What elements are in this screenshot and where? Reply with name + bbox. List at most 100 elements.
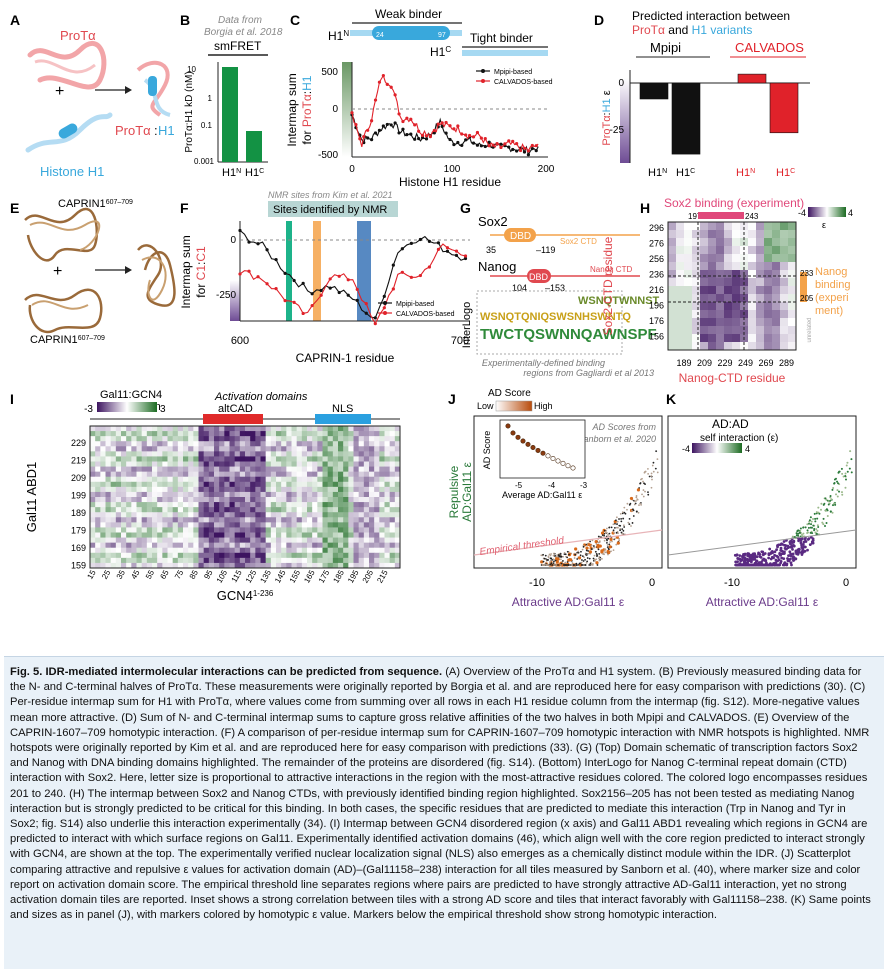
heat-cell	[379, 497, 385, 503]
heat-cell	[327, 517, 334, 523]
heat-cell	[146, 557, 153, 564]
heat-cell	[239, 522, 246, 528]
heat-cell	[348, 532, 354, 538]
heat-cell	[208, 527, 215, 533]
data-point	[479, 136, 483, 140]
heat-cell	[764, 222, 773, 231]
scatter-point	[770, 549, 774, 553]
heat-cell	[307, 497, 313, 503]
heat-cell	[146, 497, 153, 503]
heat-cell	[219, 532, 225, 538]
nanog-start: 104	[512, 283, 527, 293]
heat-cell	[146, 517, 153, 523]
heat-cell	[265, 486, 272, 493]
heat-cell	[724, 326, 733, 335]
heat-cell	[229, 451, 236, 457]
heat-cell	[208, 481, 215, 488]
heat-cell	[234, 542, 241, 549]
heat-cell	[214, 431, 220, 437]
y-tick: 0	[230, 235, 236, 246]
scatter-point	[540, 554, 543, 557]
heat-cell	[676, 294, 685, 303]
heat-cell	[389, 461, 396, 467]
heat-cell	[152, 436, 158, 442]
heat-cell	[332, 451, 339, 457]
heat-cell	[668, 278, 677, 287]
heat-cell	[353, 517, 360, 523]
heat-cell	[193, 502, 199, 508]
scatter-point	[566, 556, 569, 559]
heat-cell	[245, 502, 251, 508]
heat-cell	[327, 436, 334, 442]
heat-cell	[716, 318, 725, 327]
heat-cell	[394, 562, 401, 569]
scatter-point	[798, 531, 801, 534]
heat-cell	[317, 466, 323, 473]
data-point	[436, 122, 440, 126]
scatter-point	[556, 555, 559, 558]
data-point	[381, 124, 385, 128]
heat-cell	[353, 532, 360, 538]
heat-cell	[146, 461, 153, 467]
heat-cell	[100, 476, 106, 483]
heat-cell	[157, 517, 163, 523]
heat-cell	[748, 326, 757, 335]
scatter-point	[811, 539, 815, 542]
data-point	[391, 263, 395, 267]
scatter-point	[780, 556, 784, 560]
scatter-point	[564, 561, 567, 564]
scatter-point	[820, 502, 823, 505]
heat-cell	[162, 547, 168, 554]
heat-cell	[105, 461, 112, 467]
y-axis-label: Sox2-CTD residue	[601, 236, 615, 335]
inset-point	[510, 430, 516, 436]
sox2-dbd	[504, 228, 536, 242]
heat-cell	[157, 471, 163, 478]
heat-cell	[90, 461, 96, 467]
data-point	[238, 228, 242, 233]
heat-cell	[748, 254, 757, 263]
heat-cell	[343, 547, 349, 554]
heat-cell	[384, 517, 391, 523]
x-tick: 85	[188, 568, 201, 581]
heat-cell	[363, 466, 370, 473]
heat-cell	[162, 436, 168, 442]
heat-cell	[286, 522, 292, 528]
heat-cell	[167, 532, 174, 538]
heat-cell	[193, 471, 199, 478]
heat-cell	[780, 254, 789, 263]
heat-cell	[369, 542, 375, 549]
heat-cell	[276, 537, 282, 544]
heat-cell	[141, 522, 148, 528]
data-point	[346, 293, 350, 297]
heat-cell	[348, 466, 354, 473]
heat-cell	[684, 310, 693, 319]
heat-cell	[296, 522, 303, 528]
heat-cell	[177, 502, 184, 508]
scatter-point	[622, 524, 625, 527]
heat-cell	[224, 512, 230, 518]
heat-cell	[177, 431, 184, 437]
x-tick: 165	[302, 568, 317, 585]
heat-cell	[245, 562, 251, 569]
heat-cell	[136, 446, 143, 452]
colorbar-max: 4	[745, 444, 750, 454]
scatter-point	[647, 493, 650, 496]
heat-cell	[208, 426, 215, 432]
heat-cell	[121, 441, 127, 447]
scatter-point	[603, 539, 606, 542]
data-point	[499, 145, 503, 150]
heat-cell	[260, 481, 267, 488]
scatter-point	[806, 523, 809, 526]
heat-cell	[708, 278, 717, 287]
heat-cell	[348, 552, 354, 559]
heat-cell	[684, 238, 693, 247]
heat-cell	[353, 527, 360, 533]
heat-cell	[219, 522, 225, 528]
heat-cell	[250, 552, 256, 559]
heat-cell	[724, 302, 733, 311]
heat-cell	[193, 446, 199, 452]
scatter-point	[588, 564, 591, 566]
data-point	[511, 139, 515, 143]
heat-cell	[684, 326, 693, 335]
